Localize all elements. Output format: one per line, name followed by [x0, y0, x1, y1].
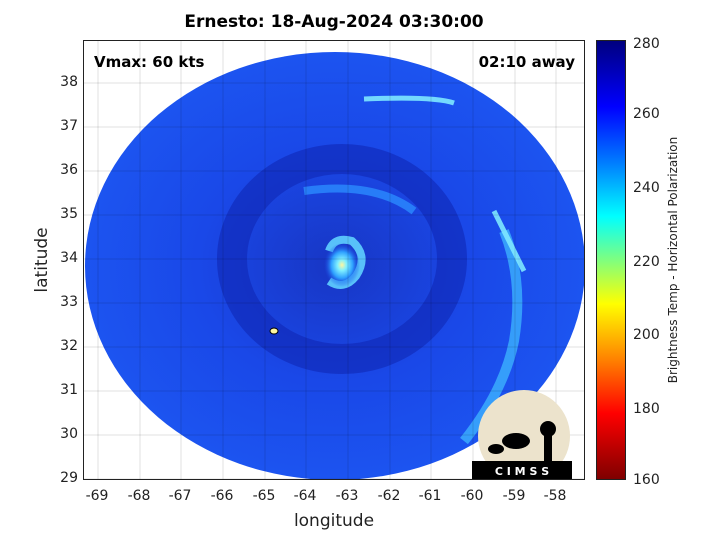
y-tick: 29 — [60, 470, 78, 486]
x-axis-label: longitude — [293, 511, 375, 531]
y-tick: 37 — [60, 118, 78, 134]
y-tick: 33 — [60, 294, 78, 310]
colorbar-tick: 180 — [633, 401, 660, 417]
colorbar-tick: 240 — [633, 180, 660, 196]
y-tick: 32 — [60, 338, 78, 354]
y-tick: 38 — [60, 74, 78, 90]
colorbar-tick: 260 — [633, 106, 660, 122]
outer-rainband — [363, 95, 455, 106]
colorbar-tick: 220 — [633, 254, 660, 270]
northern-band — [303, 184, 417, 215]
colorbar — [596, 40, 626, 480]
map-plot-area: C I M S S — [83, 40, 585, 480]
colorbar-tick: 160 — [633, 472, 660, 488]
x-tick: -65 — [252, 488, 276, 504]
dark-ring — [217, 144, 467, 374]
y-tick: 31 — [60, 382, 78, 398]
colorbar-tick: 200 — [633, 327, 660, 343]
eastern-band-inner — [491, 209, 527, 273]
time-away-annotation: 02:10 away — [478, 53, 575, 71]
cimss-logo — [472, 390, 572, 479]
vmax-annotation: Vmax: 60 kts — [94, 53, 205, 71]
x-tick: -66 — [210, 488, 234, 504]
map-title: Ernesto: 18-Aug-2024 03:30:00 — [184, 12, 484, 32]
y-tick: 35 — [60, 206, 78, 222]
bright-spot — [269, 327, 279, 335]
satellite-swath — [84, 41, 584, 479]
x-tick: -61 — [418, 488, 442, 504]
x-tick: -58 — [543, 488, 567, 504]
colorbar-label: Brightness Temp - Horizontal Polarizatio… — [666, 136, 680, 384]
colorbar-tick: 280 — [633, 36, 660, 52]
y-tick: 30 — [60, 426, 78, 442]
x-tick: -63 — [335, 488, 359, 504]
x-tick: -60 — [460, 488, 484, 504]
y-tick: 34 — [60, 250, 78, 266]
storm-eye — [324, 243, 360, 287]
x-tick: -67 — [168, 488, 192, 504]
x-tick: -68 — [127, 488, 151, 504]
x-tick: -62 — [377, 488, 401, 504]
x-tick: -69 — [85, 488, 109, 504]
eastern-band — [460, 229, 523, 445]
y-tick: 36 — [60, 162, 78, 178]
logo-text: C I M S S — [494, 465, 550, 478]
x-tick: -64 — [293, 488, 317, 504]
x-tick: -59 — [502, 488, 526, 504]
y-axis-label: latitude — [32, 227, 52, 293]
